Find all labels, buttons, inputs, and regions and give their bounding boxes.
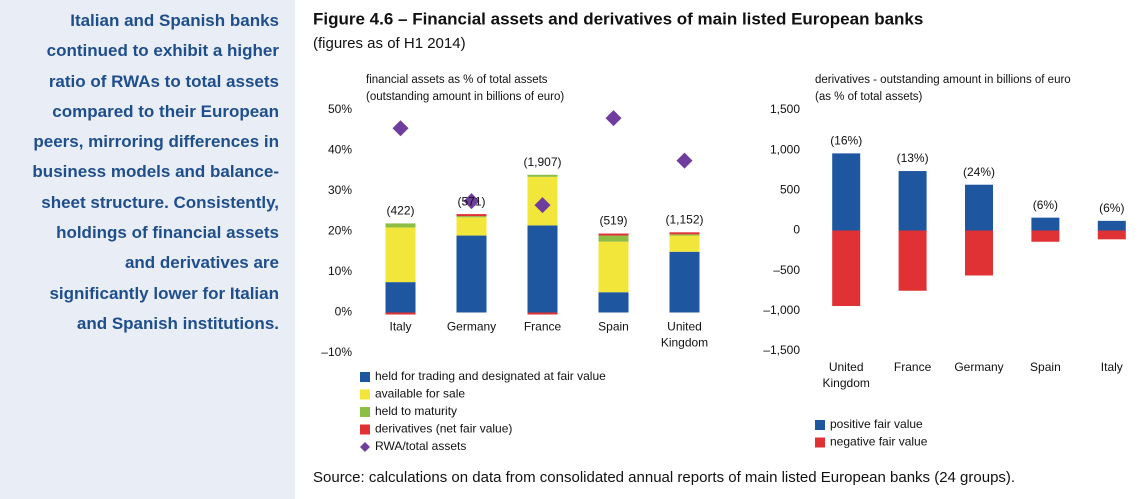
rwa-marker — [463, 193, 480, 210]
bar-total-label: (6%) — [1099, 201, 1124, 215]
x-tick-label: Germany — [954, 360, 1003, 374]
y-tick-label: 10% — [328, 264, 352, 278]
legend-marker — [815, 420, 825, 430]
x-tick-label: Spain — [1030, 360, 1061, 374]
x-tick-label: France — [894, 360, 932, 374]
bar — [1097, 230, 1126, 240]
bar — [832, 153, 861, 231]
bar — [669, 234, 700, 236]
y-tick-label: –1,500 — [763, 343, 800, 357]
bar — [965, 230, 993, 276]
legend-marker — [360, 424, 370, 435]
bar-total-label: (519) — [599, 214, 627, 228]
bar — [669, 235, 700, 252]
bar-total-label: (1,907) — [523, 155, 561, 169]
bar — [669, 232, 700, 235]
y-tick-label: 0% — [335, 305, 353, 319]
bar — [527, 312, 558, 315]
legend-label: derivatives (net fair value) — [375, 422, 512, 436]
y-tick-label: 1,500 — [770, 102, 800, 116]
x-tick-label: Spain — [598, 320, 629, 334]
legend-marker — [360, 442, 370, 452]
legend-label: held to maturity — [375, 404, 457, 418]
bar — [598, 292, 629, 313]
bar — [385, 312, 416, 315]
bar — [385, 282, 416, 313]
bar — [527, 225, 558, 313]
legend-label: negative fair value — [830, 435, 928, 449]
x-tick-label: Germany — [447, 320, 496, 334]
x-tick-label: France — [524, 320, 562, 334]
bar — [965, 184, 993, 231]
bar — [456, 216, 487, 218]
y-tick-label: 500 — [780, 183, 800, 197]
figure-source: Source: calculations on data from consol… — [313, 469, 1015, 486]
rwa-marker — [676, 152, 693, 169]
bar-total-label: (1,152) — [665, 212, 703, 226]
y-tick-label: 20% — [328, 224, 352, 238]
y-tick-label: –1,000 — [763, 303, 800, 317]
legend-label: available for sale — [375, 387, 465, 401]
y-axis-title: (as % of total assets) — [815, 91, 923, 103]
y-axis-title: derivatives - outstanding amount in bill… — [815, 74, 1071, 86]
bar — [385, 223, 416, 228]
y-axis-title: financial assets as % of total assets — [366, 74, 548, 86]
y-tick-label: 40% — [328, 143, 352, 157]
bar — [456, 214, 487, 217]
x-tick-label: United Kingdom — [823, 360, 870, 390]
bar — [669, 251, 700, 313]
legend-label: RWA/total assets — [375, 439, 466, 453]
rwa-marker — [392, 120, 409, 137]
rwa-marker — [534, 197, 551, 214]
bar — [456, 217, 487, 236]
bar-total-label: (13%) — [897, 151, 929, 165]
y-tick-label: 30% — [328, 183, 352, 197]
legend-marker — [360, 389, 370, 400]
y-tick-label: 0 — [793, 223, 800, 237]
x-tick-label: United Kingdom — [661, 320, 708, 350]
figure-title: Figure 4.6 – Financial assets and deriva… — [313, 9, 923, 28]
bar-total-label: (571) — [457, 194, 485, 208]
bar-total-label: (422) — [386, 204, 414, 218]
bar — [898, 230, 927, 291]
y-tick-label: –500 — [773, 263, 800, 277]
y-tick-label: –10% — [321, 345, 352, 359]
bar-total-label: (24%) — [963, 165, 995, 179]
legend-marker — [360, 372, 370, 382]
legend-label: positive fair value — [830, 417, 923, 431]
bar-total-label: (16%) — [830, 134, 862, 148]
y-tick-label: 50% — [328, 102, 352, 116]
legend-marker — [815, 437, 825, 448]
x-tick-label: Italy — [1101, 360, 1123, 374]
bar — [832, 230, 861, 307]
bar — [898, 171, 927, 231]
bar — [527, 174, 558, 177]
bar — [385, 227, 416, 283]
legend-marker — [360, 407, 370, 417]
bar — [456, 235, 487, 313]
bar — [598, 241, 629, 293]
bar-total-label: (6%) — [1033, 198, 1058, 212]
sidebar-text: Italian and Spanish banks continued to e… — [0, 0, 295, 499]
rwa-marker — [605, 110, 622, 127]
bar — [1031, 217, 1060, 231]
y-tick-label: 1,000 — [770, 142, 800, 156]
figure-subtitle: (figures as of H1 2014) — [313, 35, 466, 52]
bar — [598, 233, 629, 236]
y-axis-title: (outstanding amount in billions of euro) — [366, 91, 564, 103]
bar — [1031, 230, 1060, 242]
bar — [1097, 220, 1126, 231]
legend-label: held for trading and designated at fair … — [375, 369, 606, 383]
x-tick-label: Italy — [389, 320, 411, 334]
bar — [598, 235, 629, 242]
